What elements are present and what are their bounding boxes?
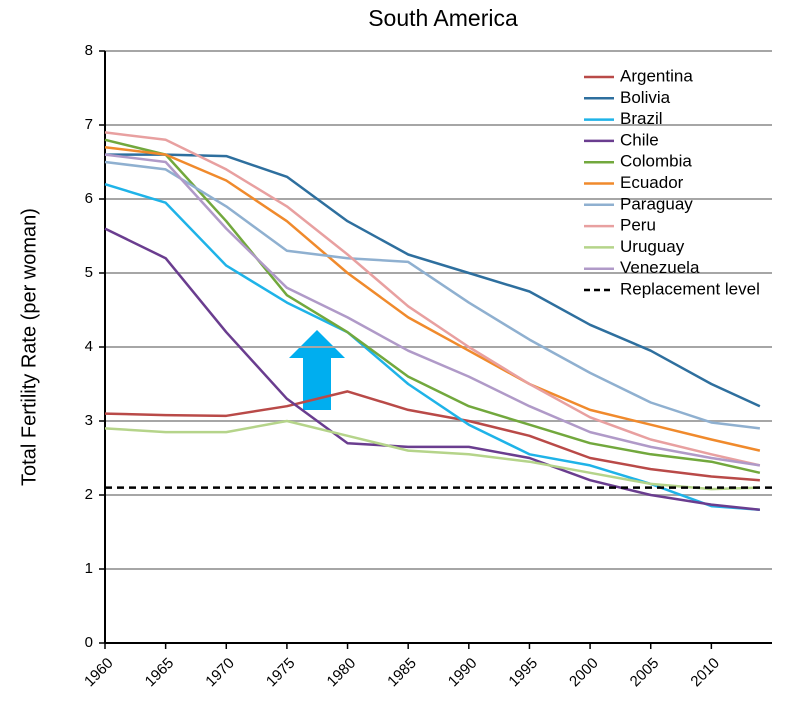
legend-label: Uruguay <box>620 237 685 256</box>
legend-label: Venezuela <box>620 258 700 277</box>
legend-label: Colombia <box>620 152 692 171</box>
x-tick-label: 1970 <box>202 655 238 691</box>
series-line <box>105 153 761 408</box>
series-line <box>104 138 761 475</box>
y-axis-label: Total Fertility Rate (per woman) <box>18 208 40 486</box>
legend-label: Peru <box>620 216 656 235</box>
x-tick-label: 1960 <box>81 655 117 691</box>
chart-title: South America <box>368 5 518 31</box>
x-tick-label: 1985 <box>384 655 420 691</box>
series-line <box>104 145 761 452</box>
legend-label: Paraguay <box>620 194 693 213</box>
legend-label: Argentina <box>620 66 693 85</box>
y-tick-label: 2 <box>85 486 93 503</box>
y-tick-label: 8 <box>85 42 93 59</box>
x-tick-label: 1975 <box>263 655 299 691</box>
y-tick-label: 1 <box>85 560 93 577</box>
x-tick-label: 1980 <box>324 655 360 691</box>
series-line <box>104 390 760 482</box>
x-tick-label: 1965 <box>142 655 178 691</box>
legend-label: Ecuador <box>620 173 684 192</box>
legend-label: Chile <box>620 130 659 149</box>
y-tick-label: 3 <box>85 412 93 429</box>
y-tick-label: 5 <box>85 264 93 281</box>
y-tick-label: 0 <box>85 634 93 651</box>
series-line <box>104 131 761 467</box>
series-line <box>104 227 761 512</box>
legend-label: Brazil <box>620 109 663 128</box>
series-line <box>104 153 761 467</box>
legend-label: Bolivia <box>620 88 671 107</box>
series-line <box>104 160 761 430</box>
legend-label: Replacement level <box>620 279 760 298</box>
x-tick-label: 1995 <box>505 655 541 691</box>
x-tick-label: 2005 <box>627 655 663 691</box>
arrow <box>289 330 345 410</box>
y-tick-label: 6 <box>85 190 93 207</box>
series-line <box>104 419 760 491</box>
x-tick-label: 2010 <box>687 655 723 691</box>
x-tick-label: 1990 <box>445 655 481 691</box>
y-tick-label: 7 <box>85 116 93 133</box>
y-tick-label: 4 <box>85 338 93 355</box>
x-tick-label: 2000 <box>566 655 602 691</box>
